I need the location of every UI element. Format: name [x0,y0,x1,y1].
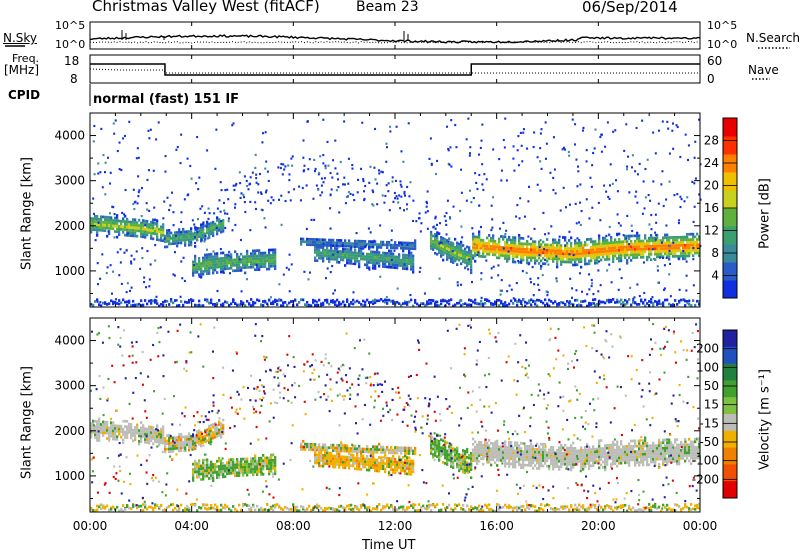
x-tick-label: 00:00 [73,519,108,533]
freq-panel-frame [89,54,701,84]
nsearch-tick-bottom: 10^0 [707,38,738,51]
velocity-colorbar-segment [723,464,737,482]
x-tick-label: 08:00 [276,519,311,533]
velocity-colorbar-segment [723,363,737,381]
nave-trace [89,68,700,74]
y-tick-label: 3000 [54,174,85,188]
y-tick-label: 4000 [54,334,85,348]
velocity-colorbar-segment [723,447,737,465]
power-colorbar-tick-label: 28 [704,134,719,148]
velocity-colorbar-segment [723,346,737,365]
velocity-colorbar-tick-label: 100 [696,360,719,374]
velocity-colorbar-frame [722,329,738,499]
x-tick-label: 16:00 [479,519,514,533]
y-tick-label: 1000 [54,469,85,483]
velocity-colorbar-segment [723,397,737,415]
y-tick-label: 4000 [54,129,85,143]
nsky-tick-bottom: 10^0 [55,38,86,51]
x-tick-label: 00:00 [683,519,718,533]
nsearch-tick-top: 10^5 [707,19,738,32]
nave-tick-bottom: 0 [707,72,715,86]
x-tick-label: 12:00 [378,519,413,533]
power-colorbar-tick-label: 4 [711,269,719,283]
power-colorbar-tick-label: 8 [711,246,719,260]
velocity-colorbar-segment [723,330,737,348]
nsky-panel-frame [89,21,701,50]
velocity-colorbar-tick-label: 200 [696,342,719,356]
velocity-colorbar-segment [723,430,737,449]
y-tick-label: 3000 [54,379,85,393]
power-ylabel: Slant Range [km] [19,157,35,270]
power-colorbar-label: Power [dB] [757,178,773,249]
x-tick-label: 04:00 [174,519,209,533]
nsky-trace [89,34,701,44]
nave-tick-top: 60 [707,54,723,68]
velocity-colorbar-tick-label: -50 [699,435,719,449]
velocity-ylabel: Slant Range [km] [19,366,35,479]
y-tick-label: 1000 [54,264,85,278]
nsearch-trace [89,40,701,44]
power-colorbar-segment [723,136,737,155]
nsky-tick-top: 10^5 [55,19,86,32]
freq-tick-bottom: 8 [70,72,78,86]
power-colorbar-tick-label: 20 [704,179,719,193]
y-tick-label: 2000 [54,424,85,438]
y-tick-label: 2000 [54,219,85,233]
nave-label: Nave [748,63,779,77]
freq-unit-label: [MHz] [4,63,40,77]
power-colorbar-segment [723,190,737,209]
velocity-colorbar-tick-label: 15 [704,398,719,412]
power-colorbar-tick-label: 24 [704,156,719,170]
nsky-label: N.Sky [3,31,38,45]
beam-title: Beam 23 [356,0,419,15]
power-colorbar-segment [723,172,737,191]
power-colorbar-segment [723,208,737,227]
velocity-heatmap [90,322,701,513]
x-tick-label: 20:00 [581,519,616,533]
velocity-colorbar-segment [723,414,737,432]
freq-tick-top: 18 [64,54,80,68]
power-colorbar-tick-label: 12 [704,224,719,238]
velocity-colorbar-tick-label: -100 [692,454,719,468]
time-xlabel: Time UT [362,538,416,553]
freq-label: Freq. [12,52,40,65]
velocity-colorbar-tick-label: -15 [699,416,719,430]
power-colorbar-segment [723,226,737,245]
velocity-colorbar-tick-label: -200 [692,472,719,486]
station-title: Christmas Valley West (fitACF) [92,0,320,15]
nsearch-label: N.Search [746,31,800,45]
velocity-colorbar-segment [723,380,737,398]
freq-trace [90,63,700,76]
power-colorbar-tick-label: 16 [704,201,719,215]
power-colorbar-segment [723,262,737,281]
velocity-colorbar-tick-label: 50 [704,379,719,393]
velocity-colorbar-label: Velocity [m s⁻¹] [757,369,773,470]
power-colorbar-segment [723,118,737,137]
power-colorbar-segment [723,280,737,299]
power-heatmap [90,117,702,308]
date-title: 06/Sep/2014 [582,0,678,16]
velocity-colorbar-segment [723,481,737,499]
cpid-text: normal (fast) 151 IF [93,92,240,107]
cpid-label: CPID [8,88,41,102]
